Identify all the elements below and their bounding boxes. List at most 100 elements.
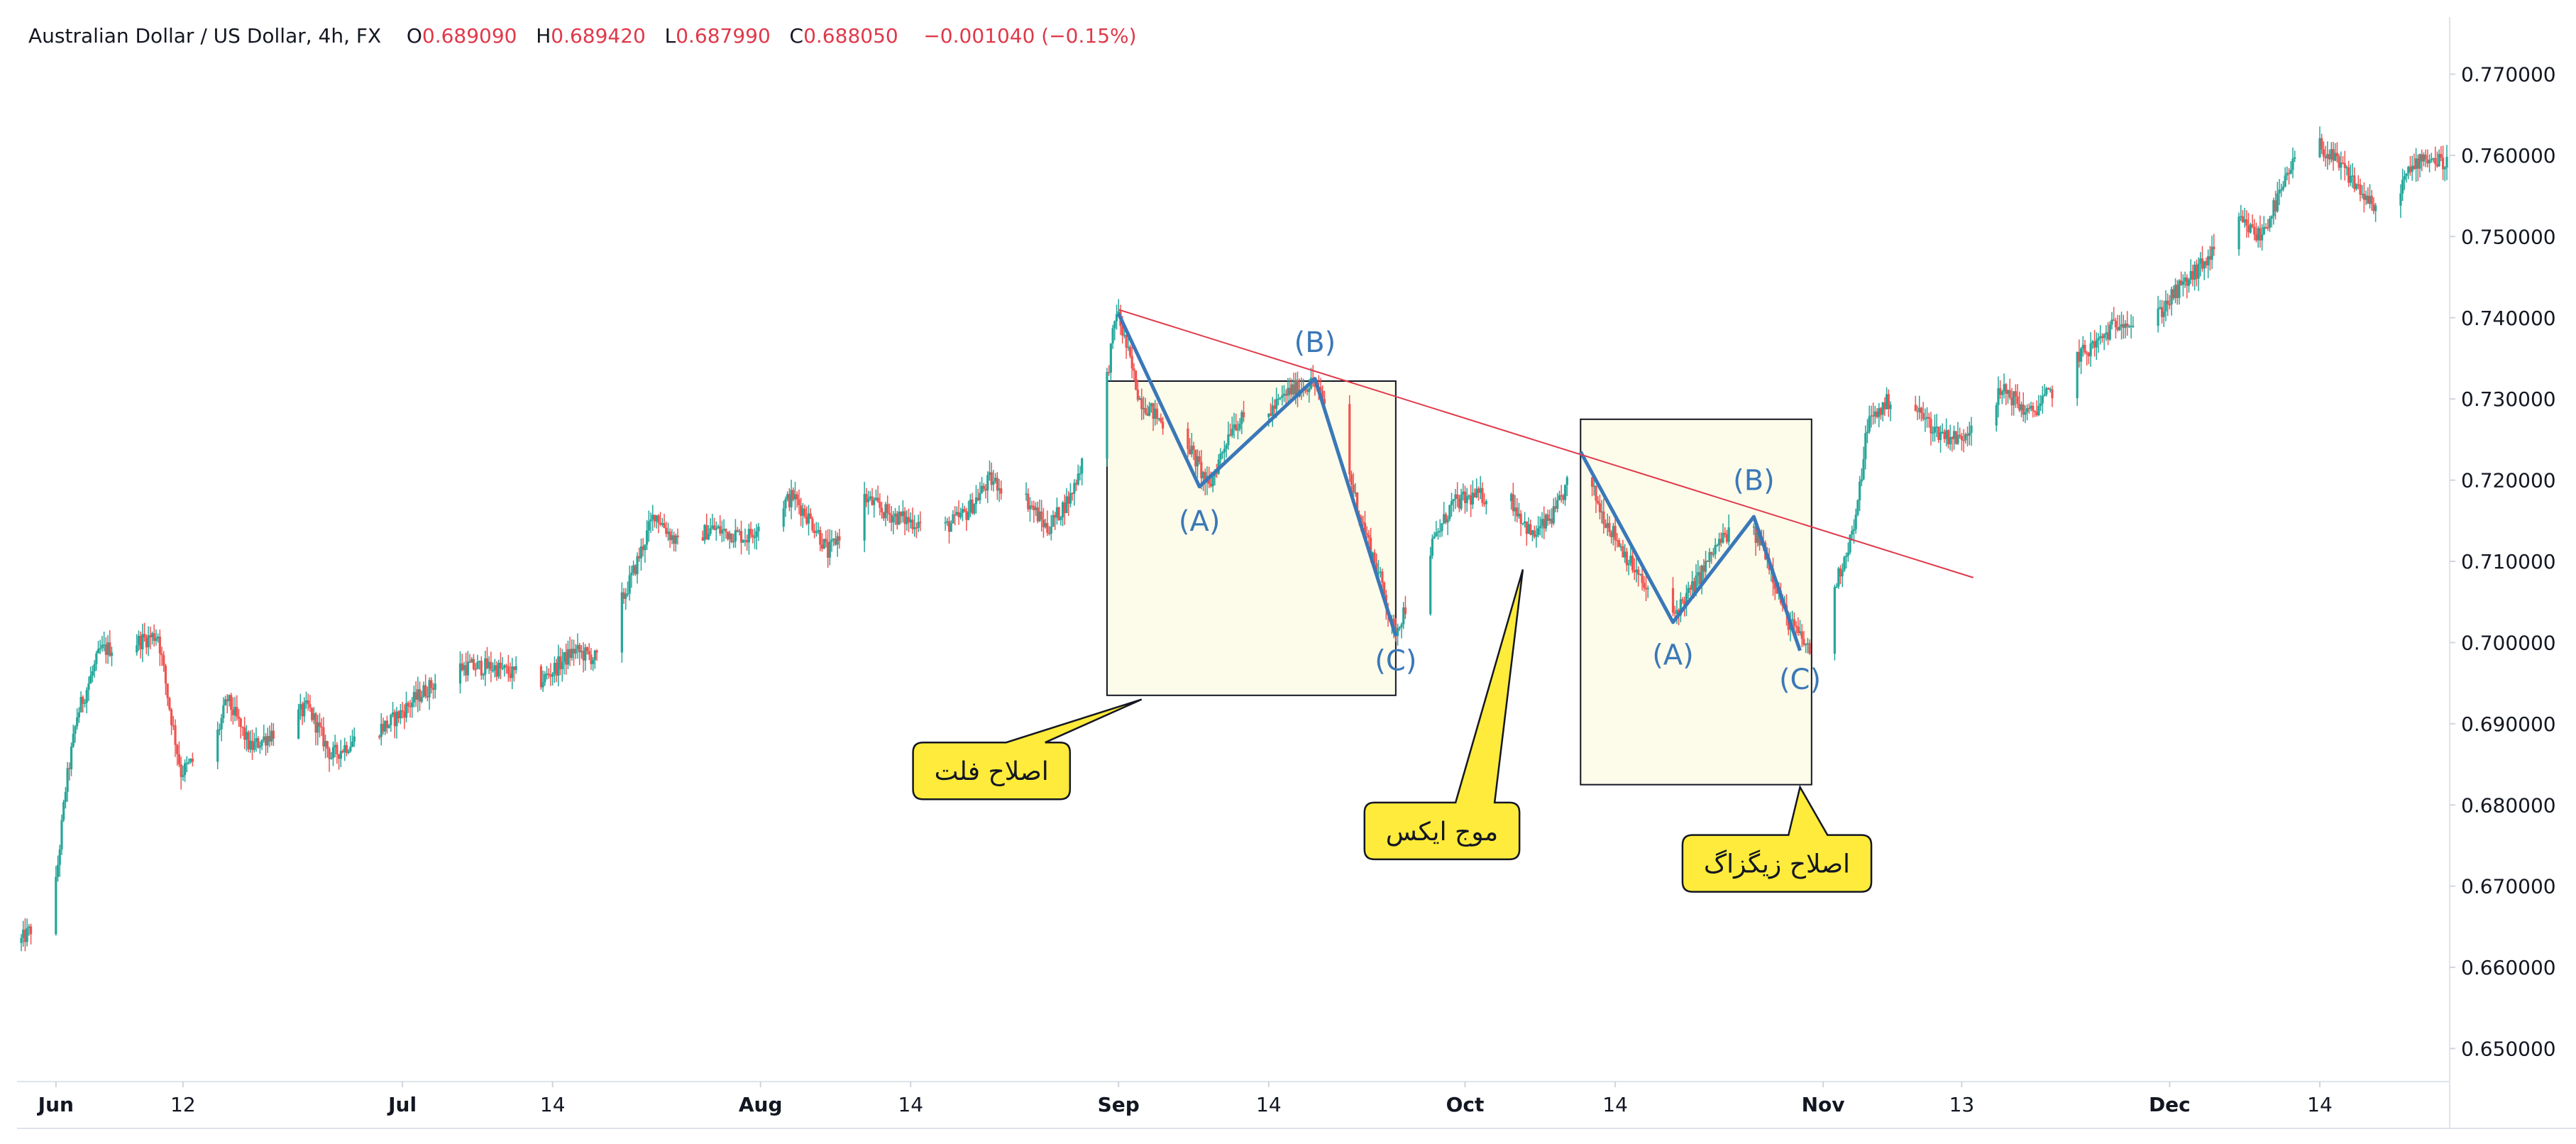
candle-body	[2128, 326, 2131, 328]
candle-body	[1622, 546, 1624, 558]
candle-body	[746, 540, 749, 543]
candle-body	[395, 711, 398, 727]
candle-body	[1079, 473, 1081, 475]
candle-body	[99, 648, 101, 649]
candle-body	[93, 664, 96, 672]
symbol-legend[interactable]: Australian Dollar / US Dollar, 4h, FX O0…	[28, 24, 1137, 48]
candle-body	[1033, 505, 1035, 511]
candle-body	[749, 529, 752, 535]
candle-body	[1866, 431, 1869, 434]
candle-body	[1756, 532, 1759, 543]
zigzag-pattern-box[interactable]	[1580, 418, 1812, 786]
flat-wave-path[interactable]	[1116, 312, 1398, 637]
candle-body	[1539, 526, 1541, 529]
candle-body	[807, 513, 810, 524]
candle-body	[1937, 427, 1940, 440]
candle-body	[644, 544, 646, 551]
candle-body	[1471, 493, 1474, 505]
flat-pattern-box[interactable]	[1106, 380, 1397, 696]
candle-body	[83, 703, 87, 704]
candle-body	[1845, 556, 1848, 558]
candle-body	[657, 515, 660, 523]
candle-body	[1152, 403, 1155, 419]
candle-body	[558, 656, 562, 669]
candle-body	[981, 485, 984, 493]
candle-body	[668, 532, 671, 541]
candle-body	[1878, 408, 1881, 417]
callout[interactable]: اصلاح فلت	[912, 698, 1143, 801]
candle-body	[1920, 407, 1923, 414]
candle-body	[2318, 138, 2321, 158]
candle-body	[1716, 544, 1719, 546]
candle-body	[636, 556, 639, 575]
candle-body	[1231, 429, 1233, 436]
candle-body	[1681, 599, 1684, 601]
candle-body	[1606, 522, 1609, 528]
candle-body	[1485, 501, 1487, 505]
candle-body	[1590, 477, 1594, 487]
candle-body	[251, 740, 254, 750]
candle-body	[1160, 418, 1162, 422]
candle-body	[792, 490, 795, 500]
candle-body	[717, 526, 720, 529]
candle-body	[1635, 569, 1638, 573]
callout-text: موج ایکس	[1386, 818, 1498, 847]
candle-body	[963, 509, 966, 512]
candle-body	[1055, 507, 1059, 518]
candle-body	[919, 522, 922, 524]
candle-body	[2355, 184, 2358, 189]
candle-body	[2321, 138, 2323, 150]
candle-body	[1277, 398, 1279, 400]
candle-body	[903, 511, 906, 524]
callout[interactable]: موج ایکس	[1363, 569, 1524, 861]
candle-body	[1691, 581, 1694, 590]
candle-body	[1864, 433, 1867, 459]
zigzag-wave-path[interactable]	[1579, 451, 1802, 651]
candle-body	[2276, 193, 2279, 211]
candle-body	[711, 525, 714, 529]
candle-body	[954, 514, 957, 516]
low-label: L	[664, 24, 676, 48]
candle-body	[2438, 153, 2440, 167]
candle-body	[1477, 488, 1480, 493]
candle-body	[738, 531, 741, 532]
candle-body	[866, 498, 870, 502]
candle-body	[1639, 573, 1641, 576]
candle-body	[1370, 537, 1372, 559]
candle-body	[2422, 154, 2426, 162]
candle-body	[418, 689, 422, 702]
high-label: H	[536, 24, 551, 48]
candle-body	[1886, 394, 1888, 409]
symbol-title[interactable]: Australian Dollar / US Dollar, 4h, FX	[28, 24, 382, 48]
candle-body	[304, 700, 308, 703]
candle-body	[828, 541, 831, 558]
candle-body	[2401, 180, 2404, 194]
candle-body	[2257, 228, 2259, 241]
candle-body	[499, 662, 502, 669]
candle-body	[2110, 319, 2113, 325]
candle-body	[2264, 226, 2267, 229]
callout[interactable]: اصلاح زیگزاگ	[1681, 784, 1873, 893]
candle-body	[565, 651, 568, 665]
trendline[interactable]	[1118, 309, 1974, 578]
candle-body	[1452, 499, 1455, 502]
x-tick-label: 14	[2307, 1093, 2333, 1116]
candle-body	[1719, 539, 1722, 543]
candle-body	[2294, 157, 2296, 159]
candle-body	[424, 685, 427, 697]
candle-body	[822, 539, 825, 549]
candle-body	[60, 820, 63, 850]
candle-body	[869, 496, 871, 499]
candle-body	[638, 556, 641, 559]
candle-body	[320, 726, 323, 728]
candle-body	[2205, 260, 2208, 265]
candle-body	[801, 508, 804, 516]
candle-body	[1377, 572, 1380, 574]
candle-body	[2245, 219, 2248, 226]
candle-body	[1597, 500, 1600, 504]
candle-body	[297, 709, 300, 739]
candle-body	[476, 661, 479, 670]
candle-body	[955, 512, 958, 515]
candle-body	[1637, 569, 1640, 575]
